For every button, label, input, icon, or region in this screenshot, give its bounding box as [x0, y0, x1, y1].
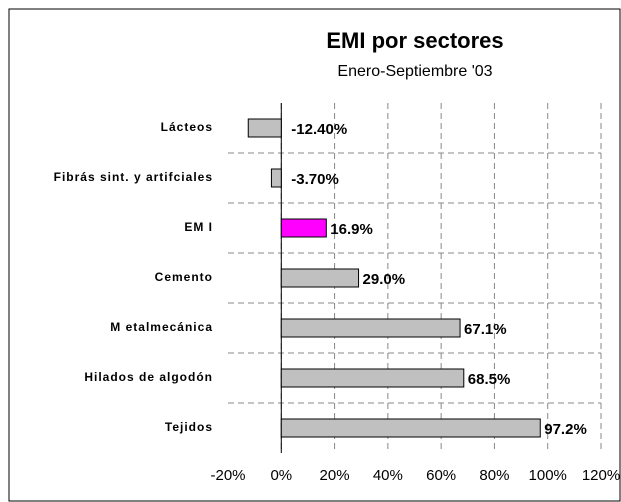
y-tick-label: Fibrás sint. y artifciales — [54, 170, 213, 184]
x-tick-label: 60% — [426, 467, 456, 484]
value-label: 68.5% — [468, 371, 511, 388]
x-tick-label: 80% — [479, 467, 509, 484]
bar — [280, 368, 465, 388]
value-label: 29.0% — [363, 271, 406, 288]
frame — [8, 8, 621, 502]
y-tick-label: Lácteos — [161, 120, 213, 134]
chart-title: EMI por sectores — [326, 28, 503, 53]
x-tick-label: 40% — [373, 467, 403, 484]
y-tick-label: EM I — [184, 220, 213, 234]
y-tick-label: M etalmecánica — [110, 320, 213, 334]
bar — [280, 418, 541, 438]
y-tick-label: Tejidos — [165, 420, 213, 434]
x-tick-label: 100% — [529, 467, 567, 484]
x-tick-label: -20% — [210, 467, 245, 484]
bar — [280, 318, 461, 338]
value-label: -3.70% — [291, 171, 339, 188]
bar — [280, 218, 327, 238]
value-label: 97.2% — [544, 421, 587, 438]
x-tick-label: 0% — [270, 467, 292, 484]
chart-subtitle: Enero-Septiembre '03 — [337, 63, 492, 80]
value-label: 16.9% — [330, 221, 373, 238]
bar — [280, 268, 360, 288]
value-label: 67.1% — [464, 321, 507, 338]
x-tick-label: 20% — [320, 467, 350, 484]
bar — [270, 168, 282, 188]
value-label: -12.40% — [291, 121, 347, 138]
x-tick-label: 120% — [582, 467, 620, 484]
y-tick-label: Hilados de algodón — [84, 370, 213, 384]
y-tick-label: Cemento — [155, 270, 213, 284]
bar — [247, 118, 282, 138]
